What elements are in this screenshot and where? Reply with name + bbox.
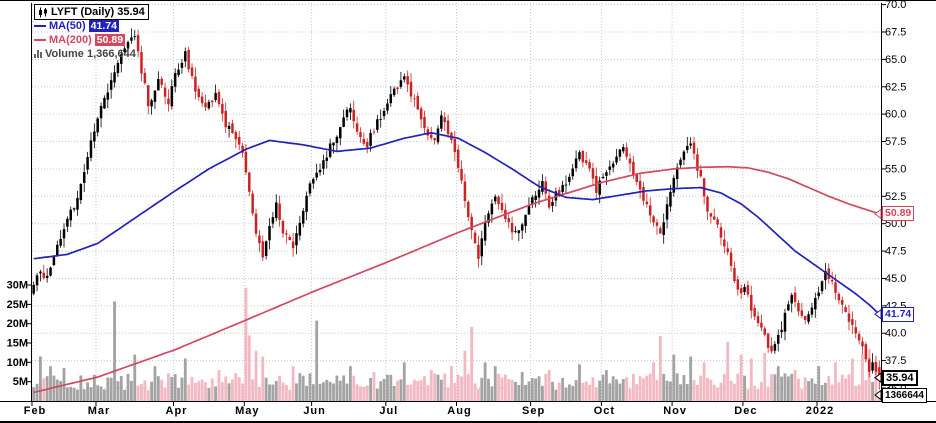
svg-text:25M: 25M — [7, 299, 28, 311]
legend-ma50-row: MA(50) 41.74 — [34, 19, 149, 33]
volume-flag: 1366644 — [882, 387, 927, 403]
svg-text:Feb: Feb — [24, 405, 47, 417]
ma200-flag: 50.89 — [882, 206, 915, 222]
svg-text:65.0: 65.0 — [885, 54, 906, 66]
svg-text:67.5: 67.5 — [885, 27, 906, 39]
x-axis-labels: Feb Mar Apr May Jun Jul Aug Sep Oct Nov Dec 2022 — [24, 405, 834, 417]
last-price-flag-notch — [874, 372, 882, 384]
svg-text:40.0: 40.0 — [885, 328, 906, 340]
svg-text:70.0: 70.0 — [885, 1, 906, 11]
ma200-line-swatch — [34, 39, 46, 41]
volume-flag-notch — [874, 389, 882, 401]
svg-text:62.5: 62.5 — [885, 81, 906, 93]
legend-ma200-row: MA(200) 50.89 — [34, 33, 149, 47]
svg-text:Mar: Mar — [88, 405, 111, 417]
svg-text:Sep: Sep — [522, 405, 545, 417]
ma50-line — [33, 131, 880, 315]
symbol-title-box: LYFT (Daily) 35.94 — [34, 4, 149, 20]
ma200-value-chip: 50.89 — [94, 34, 126, 46]
legend-symbol-row: LYFT (Daily) 35.94 — [34, 4, 149, 20]
volume-label: Volume 1,366,644 — [45, 48, 136, 60]
candlestick-chart-icon — [38, 7, 48, 18]
svg-text:Apr: Apr — [166, 405, 188, 417]
svg-text:May: May — [235, 405, 259, 417]
svg-text:57.5: 57.5 — [885, 136, 906, 148]
ma50-flag: 41.74 — [882, 306, 915, 322]
ma200-flag-notch — [874, 208, 882, 220]
svg-text:2022: 2022 — [806, 405, 834, 417]
ma50-flag-notch — [874, 308, 882, 320]
y-axis-labels: 70.067.565.062.560.057.555.052.550.047.5… — [885, 1, 906, 395]
svg-text:Aug: Aug — [447, 405, 471, 417]
svg-text:Dec: Dec — [734, 405, 757, 417]
svg-text:Jun: Jun — [303, 405, 326, 417]
svg-text:15M: 15M — [7, 338, 28, 350]
chart-legend: LYFT (Daily) 35.94 MA(50) 41.74 MA(200) … — [34, 4, 149, 61]
svg-text:Nov: Nov — [663, 405, 687, 417]
svg-text:45.0: 45.0 — [885, 273, 906, 285]
svg-text:Jul: Jul — [379, 405, 398, 417]
last-price-flag: 35.94 — [882, 370, 918, 387]
svg-text:Oct: Oct — [594, 405, 615, 417]
symbol-title: LYFT (Daily) 35.94 — [51, 6, 145, 18]
svg-text:37.5: 37.5 — [885, 355, 906, 367]
ma50-label: MA(50) — [49, 20, 86, 32]
axes — [0, 3, 936, 406]
volume-axis-labels: 30M 25M 20M 15M 10M 5M — [7, 280, 28, 389]
ma50-line-swatch — [34, 25, 46, 27]
svg-text:47.5: 47.5 — [885, 246, 906, 258]
svg-text:5M: 5M — [13, 376, 28, 388]
svg-text:55.0: 55.0 — [885, 163, 906, 175]
svg-text:52.5: 52.5 — [885, 191, 906, 203]
ma50-value-chip: 41.74 — [88, 20, 119, 32]
candlesticks — [32, 28, 881, 390]
ma200-label: MA(200) — [49, 34, 92, 46]
ma200-line — [33, 165, 880, 394]
volume-bars — [32, 287, 881, 401]
svg-text:60.0: 60.0 — [885, 109, 906, 121]
svg-text:20M: 20M — [7, 318, 28, 330]
legend-volume-row: Volume 1,366,644 — [34, 47, 149, 61]
gridlines — [31, 3, 881, 401]
svg-text:10M: 10M — [7, 357, 28, 369]
volume-bars-icon — [34, 50, 42, 58]
svg-text:30M: 30M — [7, 280, 28, 292]
